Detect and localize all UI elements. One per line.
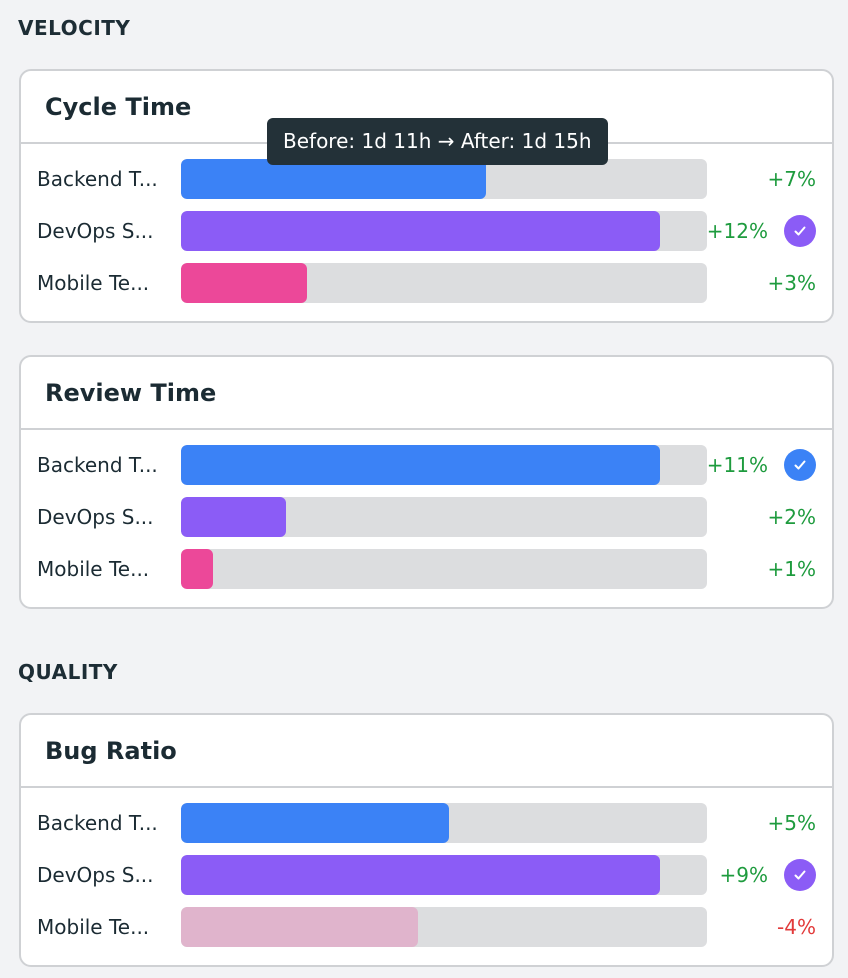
team-row[interactable]: Backend T... +7% <box>21 159 832 211</box>
bar-track[interactable] <box>181 211 707 251</box>
bar-fill <box>181 549 213 589</box>
card-body: Backend T... +5% DevOps S... +9% Mobile Te..… <box>21 788 832 959</box>
card-title: Review Time <box>45 378 217 407</box>
change-percent: +2% <box>767 505 817 529</box>
change-percent: +12% <box>706 219 768 243</box>
team-row[interactable]: DevOps S... +9% <box>21 855 832 907</box>
team-row[interactable]: Mobile Te... +3% <box>21 263 832 315</box>
check-circle-icon <box>784 859 816 891</box>
card-body: Backend T... +7% DevOps S... +12% Mobile Te.… <box>21 144 832 315</box>
team-row[interactable]: Backend T... +11% <box>21 445 832 497</box>
metric-card-bug-ratio: Bug Ratio Backend T... +5% DevOps S... +9% M… <box>19 713 834 967</box>
bar-fill <box>181 803 450 843</box>
team-label: Mobile Te... <box>37 915 150 939</box>
bar-fill <box>181 907 418 947</box>
team-label: Mobile Te... <box>37 557 150 581</box>
bar-track[interactable] <box>181 263 707 303</box>
bar-fill <box>181 211 660 251</box>
team-row[interactable]: Mobile Te... +1% <box>21 549 832 601</box>
team-label: DevOps S... <box>37 863 154 887</box>
card-body: Backend T... +11% DevOps S... +2% Mobile Te.… <box>21 430 832 601</box>
bar-track[interactable] <box>181 497 707 537</box>
team-label: DevOps S... <box>37 219 154 243</box>
change-percent: -4% <box>777 915 816 939</box>
metric-card-review-time: Review Time Backend T... +11% DevOps S... +… <box>19 355 834 609</box>
bar-track[interactable] <box>181 855 707 895</box>
change-percent: +9% <box>719 863 769 887</box>
check-circle-icon <box>784 215 816 247</box>
bar-fill <box>181 263 308 303</box>
team-row[interactable]: DevOps S... +2% <box>21 497 832 549</box>
comparison-tooltip: Before: 1d 11h → After: 1d 15h <box>267 118 608 165</box>
team-label: Backend T... <box>37 453 158 477</box>
team-row[interactable]: Mobile Te... -4% <box>21 907 832 959</box>
change-percent: +7% <box>767 167 817 191</box>
card-header: Bug Ratio <box>21 715 832 788</box>
bar-fill <box>181 159 487 199</box>
card-title: Cycle Time <box>45 92 192 121</box>
bar-track[interactable] <box>181 159 707 199</box>
team-label: Mobile Te... <box>37 271 150 295</box>
team-label: DevOps S... <box>37 505 154 529</box>
bar-track[interactable] <box>181 445 707 485</box>
bar-track[interactable] <box>181 803 707 843</box>
change-percent: +11% <box>706 453 768 477</box>
card-header: Review Time <box>21 357 832 430</box>
bar-track[interactable] <box>181 907 707 947</box>
bar-fill <box>181 445 660 485</box>
team-row[interactable]: DevOps S... +12% <box>21 211 832 263</box>
section-title-quality: QUALITY <box>18 660 118 684</box>
change-percent: +5% <box>767 811 817 835</box>
check-circle-icon <box>784 449 816 481</box>
section-title-velocity: VELOCITY <box>18 16 131 40</box>
metric-card-cycle-time: Cycle Time Backend T... +7% DevOps S... +12… <box>19 69 834 323</box>
bar-fill <box>181 855 660 895</box>
bar-track[interactable] <box>181 549 707 589</box>
team-label: Backend T... <box>37 811 158 835</box>
change-percent: +1% <box>767 557 817 581</box>
bar-fill <box>181 497 287 537</box>
team-row[interactable]: Backend T... +5% <box>21 803 832 855</box>
card-title: Bug Ratio <box>45 736 177 765</box>
change-percent: +3% <box>767 271 817 295</box>
team-label: Backend T... <box>37 167 158 191</box>
